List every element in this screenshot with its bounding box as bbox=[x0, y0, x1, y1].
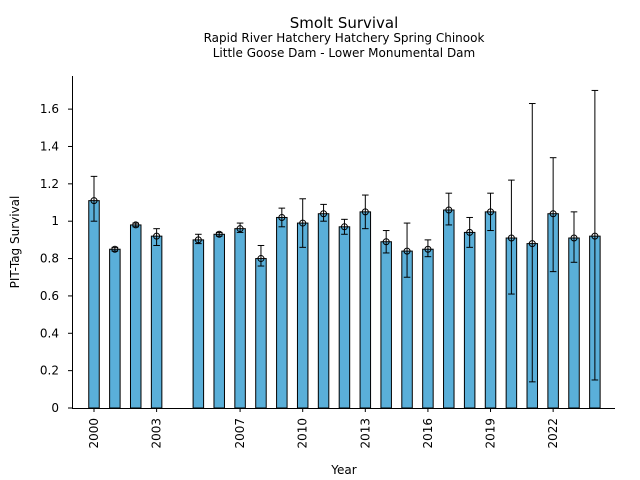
bar-2023 bbox=[568, 237, 580, 409]
y-tick-label-8: 1.6 bbox=[40, 102, 59, 116]
chart-title: Smolt Survival bbox=[290, 14, 399, 32]
bar-2010 bbox=[296, 222, 309, 409]
marker-2008 bbox=[257, 255, 265, 263]
y-tick-label-3: 0.6 bbox=[40, 289, 59, 303]
marker-2002 bbox=[132, 221, 140, 229]
marker-group bbox=[90, 197, 599, 263]
bar-2013 bbox=[359, 211, 372, 409]
marker-2015 bbox=[403, 247, 411, 255]
bar-2003 bbox=[150, 235, 163, 409]
x-tick-label-2016: 2016 bbox=[421, 418, 435, 449]
y-axis-ticks: 0 0.2 0.4 0.6 0.8 1 1.2 1.4 1.6 bbox=[40, 102, 72, 415]
y-tick-label-5: 1 bbox=[51, 214, 59, 228]
marker-2013 bbox=[361, 208, 369, 216]
x-axis-ticks: 2000 2003 2007 2010 2013 2016 2019 2022 bbox=[87, 408, 560, 449]
bar-2018 bbox=[463, 231, 476, 409]
y-axis-label: PIT-Tag Survival bbox=[8, 196, 22, 289]
bar-2011 bbox=[317, 213, 330, 409]
y-tick-label-7: 1.4 bbox=[40, 139, 59, 153]
marker-2011 bbox=[320, 210, 328, 218]
bar-2016 bbox=[422, 248, 434, 409]
x-tick-label-2003: 2003 bbox=[150, 418, 164, 449]
bar-2006 bbox=[213, 233, 225, 409]
x-tick-label-2022: 2022 bbox=[546, 418, 560, 449]
marker-2012 bbox=[340, 223, 348, 231]
x-tick-label-2007: 2007 bbox=[233, 418, 247, 449]
error-bar-group bbox=[90, 89, 599, 383]
y-tick-label-4: 0.8 bbox=[40, 252, 59, 266]
y-tick-label-1: 0.2 bbox=[40, 364, 59, 378]
marker-2024 bbox=[591, 232, 599, 240]
bar-2017 bbox=[443, 209, 455, 409]
marker-2021 bbox=[528, 240, 536, 248]
marker-2000 bbox=[90, 197, 98, 205]
marker-2022 bbox=[549, 210, 557, 218]
marker-2006 bbox=[215, 230, 223, 238]
marker-2016 bbox=[424, 245, 432, 253]
bar-2008 bbox=[255, 258, 267, 409]
bar-2014 bbox=[380, 241, 392, 409]
marker-2014 bbox=[382, 238, 390, 246]
bar-2000 bbox=[88, 200, 100, 409]
marker-2010 bbox=[299, 219, 307, 227]
x-tick-label-2000: 2000 bbox=[87, 418, 101, 449]
bar-2005 bbox=[192, 239, 205, 409]
marker-2023 bbox=[570, 234, 578, 242]
x-tick-label-2013: 2013 bbox=[358, 418, 372, 449]
bar-2012 bbox=[338, 226, 351, 409]
x-tick-label-2019: 2019 bbox=[484, 418, 498, 449]
y-tick-label-2: 0.4 bbox=[40, 326, 59, 340]
bar-2002 bbox=[129, 224, 142, 409]
marker-2017 bbox=[445, 206, 453, 214]
marker-2003 bbox=[153, 232, 161, 240]
marker-2020 bbox=[507, 234, 515, 242]
chart-subtitle-line-2: Little Goose Dam - Lower Monumental Dam bbox=[213, 46, 475, 60]
marker-2019 bbox=[487, 208, 495, 216]
x-tick-label-2010: 2010 bbox=[296, 418, 310, 449]
x-axis-label: Year bbox=[330, 463, 356, 477]
marker-2005 bbox=[194, 236, 202, 244]
y-tick-label-6: 1.2 bbox=[40, 177, 59, 191]
marker-2009 bbox=[278, 213, 286, 221]
bar-2009 bbox=[276, 216, 288, 409]
marker-2007 bbox=[236, 225, 244, 233]
bar-2001 bbox=[109, 248, 121, 409]
chart-subtitle-line-1: Rapid River Hatchery Hatchery Spring Chi… bbox=[204, 31, 485, 45]
y-tick-label-0: 0 bbox=[51, 401, 59, 415]
bar-2007 bbox=[234, 228, 246, 409]
bar-2019 bbox=[484, 211, 497, 409]
marker-2001 bbox=[111, 245, 119, 253]
marker-2018 bbox=[466, 228, 474, 236]
